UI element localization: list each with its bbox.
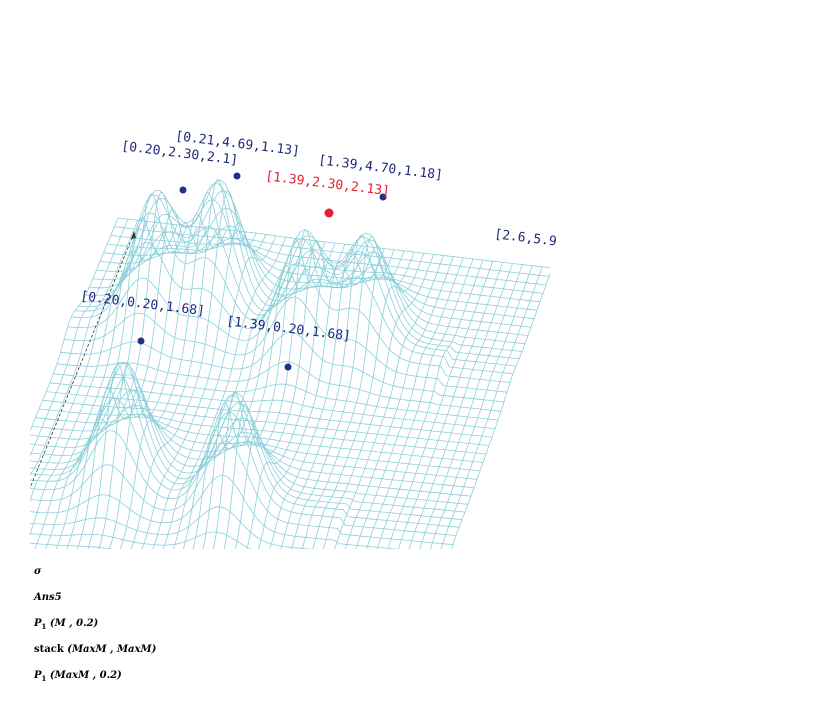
- point-label: [1.39,0.20,1.68]: [226, 314, 352, 344]
- mesh-line: [30, 218, 129, 457]
- expression-name: Ans5: [34, 592, 62, 603]
- mesh-line: [280, 234, 395, 549]
- mesh-line: [35, 416, 484, 463]
- mesh-line: [429, 265, 533, 549]
- mesh-line: [291, 235, 405, 549]
- mesh-line: [30, 506, 313, 549]
- point-marker: [379, 193, 387, 201]
- mesh-line: [30, 542, 114, 549]
- point-marker: [284, 363, 292, 371]
- mesh-line: [408, 263, 513, 549]
- mesh-line: [301, 251, 415, 549]
- mesh-line: [376, 259, 484, 549]
- mesh-line: [0, 548, 438, 560]
- expression: P1 (M , 0.2): [34, 618, 98, 631]
- mesh-line: [223, 229, 346, 549]
- point-marker: [233, 172, 241, 180]
- expression-subscript: 1: [41, 674, 47, 683]
- mesh-line: [30, 374, 472, 497]
- point-marker: [137, 337, 145, 345]
- point-marker: [324, 208, 334, 218]
- mesh-line: [30, 221, 148, 503]
- mesh-line: [269, 248, 385, 549]
- mesh-line: [419, 264, 523, 549]
- expression-args: (MaxM , 0.2): [49, 670, 122, 681]
- mesh-line: [30, 474, 400, 549]
- mesh-line: [387, 261, 494, 549]
- mesh-line: [30, 390, 475, 489]
- expression-name: stack: [34, 644, 64, 655]
- point-marker: [179, 186, 187, 194]
- expression-name: P: [34, 670, 42, 681]
- mesh-line: [246, 246, 365, 549]
- mesh-line: [30, 361, 466, 513]
- z-axis: [29, 231, 136, 489]
- mesh-line: [30, 411, 457, 536]
- expression-args: (MaxM , MaxM): [67, 644, 157, 655]
- expression: stack (MaxM , MaxM): [34, 644, 156, 655]
- mesh-line: [355, 257, 464, 549]
- expression: σ: [34, 566, 41, 577]
- expression: P1 (MaxM , 0.2): [34, 670, 122, 683]
- mesh-line: [312, 253, 425, 549]
- expression-args: (M , 0.2): [49, 618, 99, 629]
- mesh-line: [344, 256, 454, 549]
- expression-name: σ: [34, 566, 42, 577]
- mesh-line: [440, 266, 543, 549]
- mesh-line: [213, 238, 336, 549]
- mesh-line: [451, 272, 550, 549]
- mesh-line: [334, 255, 444, 549]
- expression-subscript: 1: [41, 622, 47, 631]
- mesh-line: [258, 247, 375, 549]
- expression-name: P: [34, 618, 42, 629]
- point-label: [2.6,5.9: [494, 227, 558, 250]
- markers: [137, 172, 387, 371]
- mesh-line: [30, 373, 463, 520]
- mesh-line: [0, 557, 435, 560]
- surface-mesh: [0, 178, 550, 560]
- expression: Ans5: [34, 592, 62, 603]
- mesh-line: [30, 531, 252, 549]
- surface-plot: [0.21,4.69,1.13][0.20,2.30,2.1] [1.39,4.7…: [0, 129, 558, 560]
- mesh-line: [235, 239, 356, 549]
- mesh-line: [30, 404, 478, 480]
- mesh-line: [366, 258, 474, 549]
- mesh-line: [30, 363, 469, 505]
- mesh-line: [398, 262, 504, 549]
- mesh-line: [66, 191, 198, 549]
- mesh-line: [322, 254, 434, 549]
- mesh-line: [30, 440, 454, 546]
- mesh-line: [30, 394, 460, 528]
